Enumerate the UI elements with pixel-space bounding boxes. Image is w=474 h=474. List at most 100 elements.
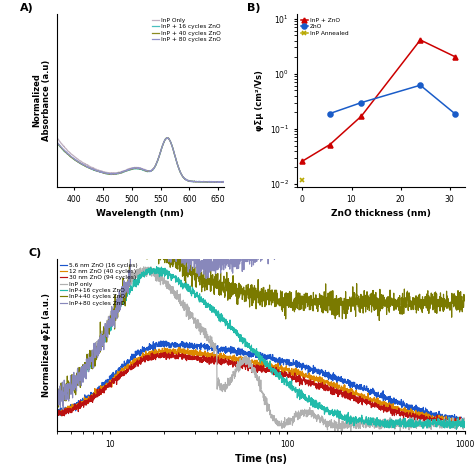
30 nm ZnO (94 cycles)	[253, 365, 258, 370]
Line: InP + 80 cycles ZnO: InP + 80 cycles ZnO	[57, 138, 224, 182]
InP+16 cycles ZnO	[75, 378, 81, 383]
InP + 40 cycles ZnO	[219, 180, 225, 185]
12 nm ZnO (40 cycles)	[54, 409, 60, 414]
ZnO	[358, 100, 364, 105]
InP only	[75, 371, 81, 377]
InP + ZnO	[452, 54, 457, 59]
InP + 80 cycles ZnO	[154, 161, 159, 167]
5.6 nm ZnO (16 cycles)	[75, 400, 81, 406]
InP + 16 cycles ZnO	[221, 179, 227, 184]
InP+80 cycles ZnO	[450, 225, 456, 230]
12 nm ZnO (40 cycles)	[75, 406, 81, 411]
InP+80 cycles ZnO	[462, 228, 467, 234]
Legend: InP + ZnO, ZnO, InP Annealed: InP + ZnO, ZnO, InP Annealed	[301, 17, 349, 36]
12 nm ZnO (40 cycles)	[176, 345, 182, 350]
30 nm ZnO (94 cycles)	[462, 419, 467, 425]
Legend: InP Only, InP + 16 cycles ZnO, InP + 40 cycles ZnO, InP + 80 cycles ZnO: InP Only, InP + 16 cycles ZnO, InP + 40 …	[151, 17, 221, 43]
InP+16 cycles ZnO	[454, 427, 459, 432]
InP + ZnO	[300, 158, 305, 164]
Line: InP+40 cycles ZnO: InP+40 cycles ZnO	[57, 230, 465, 408]
InP + 40 cycles ZnO	[145, 168, 150, 174]
InP+40 cycles ZnO	[375, 297, 381, 302]
InP Only	[154, 161, 159, 166]
12 nm ZnO (40 cycles)	[450, 417, 456, 422]
Legend: 5.6 nm ZnO (16 cycles), 12 nm ZnO (40 cycles), 30 nm ZnO (94 cycles), InP only, : 5.6 nm ZnO (16 cycles), 12 nm ZnO (40 cy…	[60, 262, 138, 306]
5.6 nm ZnO (16 cycles)	[450, 415, 456, 420]
InP + 80 cycles ZnO	[165, 135, 171, 141]
InP only	[450, 415, 456, 420]
InP Only	[54, 135, 60, 141]
InP + 80 cycles ZnO	[135, 165, 140, 171]
InP+40 cycles ZnO	[242, 289, 247, 294]
InP+80 cycles ZnO	[253, 244, 258, 250]
InP+40 cycles ZnO	[54, 388, 60, 394]
Line: 30 nm ZnO (94 cycles): 30 nm ZnO (94 cycles)	[57, 352, 465, 427]
InP+80 cycles ZnO	[60, 407, 66, 412]
Text: B): B)	[247, 3, 261, 13]
30 nm ZnO (94 cycles)	[450, 418, 456, 424]
30 nm ZnO (94 cycles)	[375, 404, 381, 410]
InP+40 cycles ZnO	[131, 227, 137, 233]
5.6 nm ZnO (16 cycles)	[450, 415, 456, 421]
Text: A): A)	[20, 3, 34, 13]
InP + 80 cycles ZnO	[221, 180, 227, 185]
5.6 nm ZnO (16 cycles)	[375, 390, 381, 395]
Y-axis label: Normalized φΣμ (a.u.): Normalized φΣμ (a.u.)	[42, 293, 51, 397]
InP+80 cycles ZnO	[375, 230, 381, 236]
InP + 16 cycles ZnO	[213, 180, 219, 185]
5.6 nm ZnO (16 cycles)	[54, 411, 60, 417]
30 nm ZnO (94 cycles)	[54, 410, 60, 415]
InP + 40 cycles ZnO	[133, 165, 139, 171]
InP only	[141, 264, 146, 270]
InP + 80 cycles ZnO	[191, 179, 197, 184]
12 nm ZnO (40 cycles)	[450, 419, 456, 425]
Y-axis label: φΣμ (cm²/Vs): φΣμ (cm²/Vs)	[255, 70, 264, 131]
InP + 16 cycles ZnO	[154, 162, 159, 167]
5.6 nm ZnO (16 cycles)	[462, 416, 467, 422]
Line: InP+16 cycles ZnO: InP+16 cycles ZnO	[57, 267, 465, 429]
Y-axis label: Normalized
Absorbance (a.u): Normalized Absorbance (a.u)	[32, 60, 51, 141]
InP+16 cycles ZnO	[450, 423, 456, 429]
InP+16 cycles ZnO	[242, 337, 247, 343]
Line: 5.6 nm ZnO (16 cycles): 5.6 nm ZnO (16 cycles)	[57, 341, 465, 424]
5.6 nm ZnO (16 cycles)	[253, 351, 258, 356]
InP+80 cycles ZnO	[450, 220, 456, 226]
Text: C): C)	[28, 247, 42, 257]
InP Only	[135, 165, 140, 171]
5.6 nm ZnO (16 cycles)	[242, 352, 247, 358]
InP + 40 cycles ZnO	[164, 135, 170, 141]
30 nm ZnO (94 cycles)	[169, 349, 175, 355]
InP + 16 cycles ZnO	[218, 179, 223, 185]
InP + 80 cycles ZnO	[54, 139, 60, 145]
Line: InP+80 cycles ZnO: InP+80 cycles ZnO	[57, 211, 465, 410]
5.6 nm ZnO (16 cycles)	[459, 421, 465, 427]
InP+40 cycles ZnO	[462, 294, 467, 300]
InP + 40 cycles ZnO	[54, 140, 60, 146]
InP+40 cycles ZnO	[253, 288, 258, 293]
InP+40 cycles ZnO	[450, 300, 456, 305]
InP+16 cycles ZnO	[54, 393, 60, 399]
InP+80 cycles ZnO	[437, 209, 443, 214]
InP + 40 cycles ZnO	[218, 179, 223, 185]
InP + ZnO	[358, 113, 364, 119]
InP+80 cycles ZnO	[75, 374, 81, 380]
12 nm ZnO (40 cycles)	[242, 358, 247, 364]
InP only	[450, 425, 456, 431]
Line: 12 nm ZnO (40 cycles): 12 nm ZnO (40 cycles)	[57, 347, 465, 425]
ZnO	[452, 111, 457, 117]
InP + 16 cycles ZnO	[164, 135, 170, 141]
Line: InP Only: InP Only	[57, 138, 224, 182]
InP+40 cycles ZnO	[75, 376, 81, 382]
InP only	[242, 353, 247, 359]
12 nm ZnO (40 cycles)	[462, 419, 467, 425]
InP + ZnO	[327, 142, 333, 147]
InP only	[54, 398, 60, 404]
InP + 80 cycles ZnO	[221, 179, 227, 184]
InP + 40 cycles ZnO	[191, 179, 197, 184]
InP + 16 cycles ZnO	[191, 179, 197, 184]
Line: InP + 16 cycles ZnO: InP + 16 cycles ZnO	[57, 138, 224, 182]
Line: InP + 40 cycles ZnO: InP + 40 cycles ZnO	[57, 138, 224, 182]
InP+40 cycles ZnO	[55, 405, 61, 410]
InP+40 cycles ZnO	[450, 297, 456, 302]
X-axis label: Wavelength (nm): Wavelength (nm)	[97, 210, 184, 219]
